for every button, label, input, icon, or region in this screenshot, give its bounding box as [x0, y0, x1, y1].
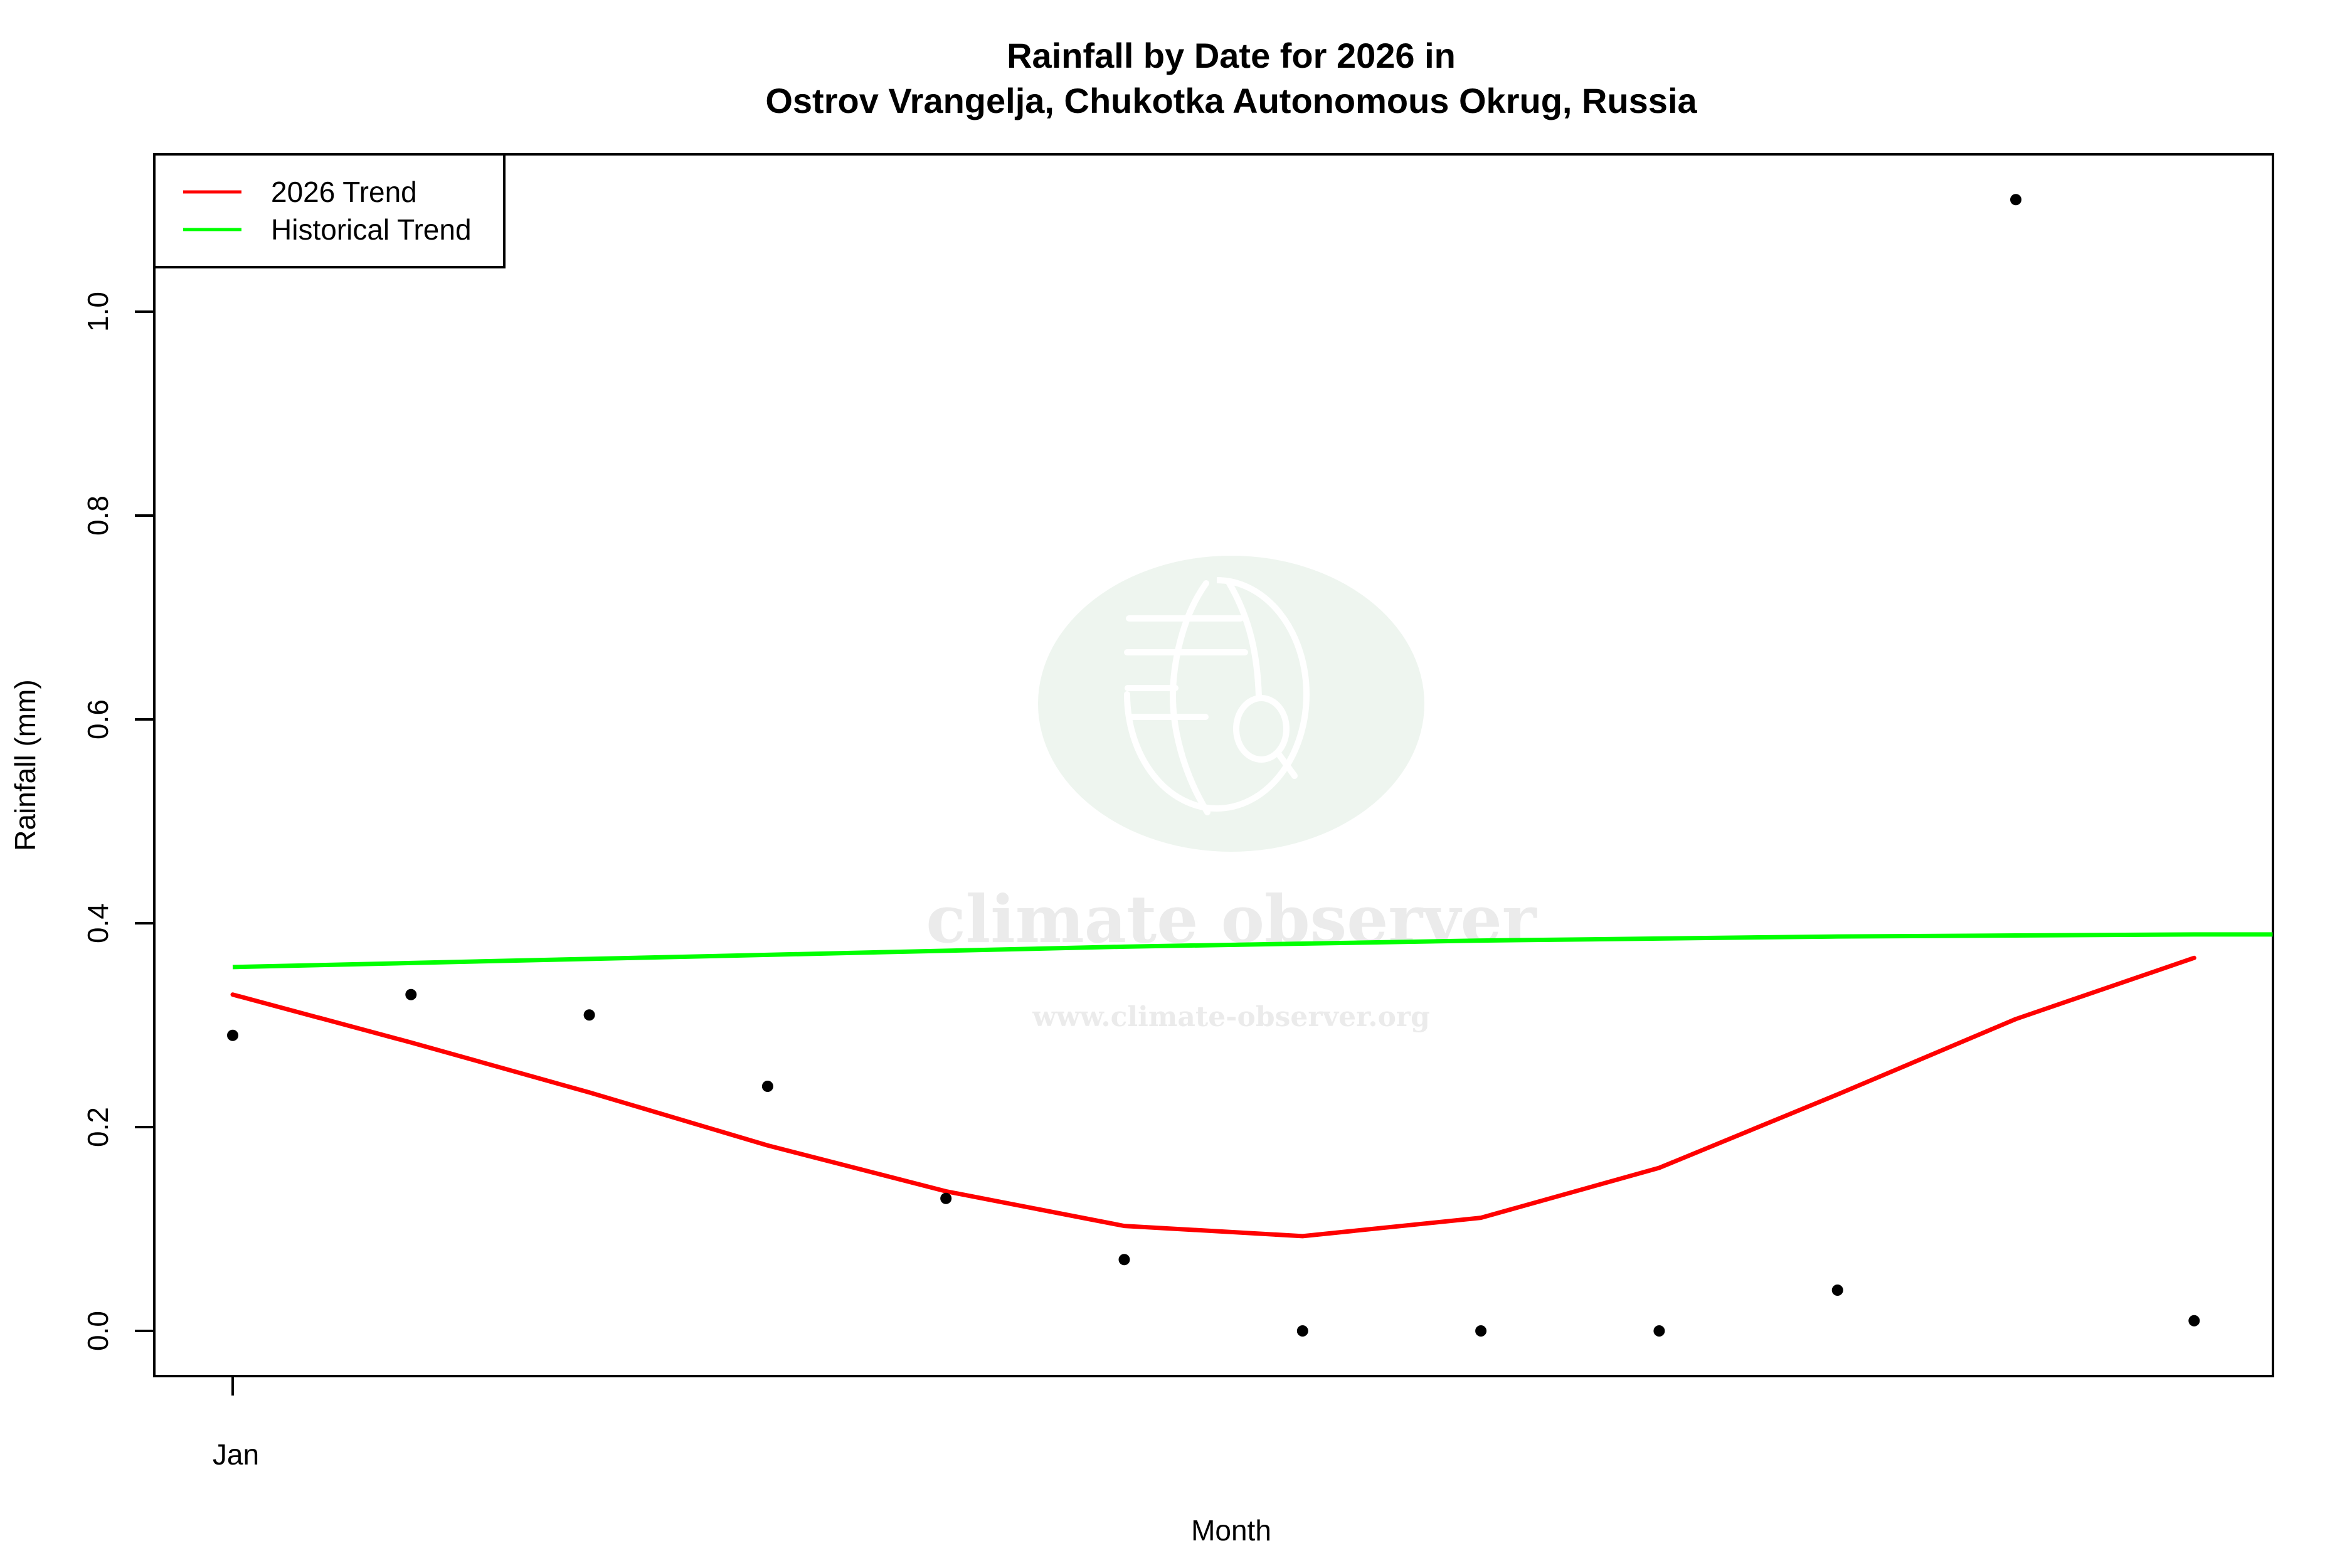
y-tick-label: 0.0: [82, 1311, 114, 1351]
legend-label-historical: Historical Trend: [271, 213, 472, 246]
data-point: [583, 1009, 595, 1021]
x-tick-label: Jan: [213, 1438, 259, 1471]
y-axis-label: Rainfall (mm): [9, 679, 41, 850]
data-point: [1831, 1285, 1843, 1296]
data-point: [940, 1192, 952, 1204]
plot-frame: [153, 153, 2274, 1377]
y-tick-label: 0.4: [82, 903, 114, 943]
chart-title-line2: Ostrov Vrangelja, Chukotka Autonomous Ok…: [765, 81, 1697, 120]
x-axis-label: Month: [1191, 1514, 1271, 1547]
watermark-circle: [1038, 556, 1424, 852]
data-point: [2010, 194, 2021, 206]
legend: 2026 Trend Historical Trend: [153, 153, 506, 268]
watermark: climate observer www.climate-observer.or…: [926, 556, 1537, 1033]
y-tick-label: 1.0: [82, 292, 114, 332]
data-point: [227, 1029, 238, 1041]
data-point: [2188, 1315, 2200, 1327]
trend-2026-line: [230, 955, 2196, 1239]
y-tick-label: 0.6: [82, 699, 114, 739]
data-point: [1296, 1325, 1308, 1337]
y-tick-label: 0.8: [82, 495, 114, 536]
data-point: [761, 1081, 773, 1092]
chart-title-line1: Rainfall by Date for 2026 in: [1007, 36, 1456, 75]
legend-box: [153, 153, 506, 268]
legend-label-2026: 2026 Trend: [271, 176, 417, 208]
observed-points: [227, 194, 2200, 1337]
y-axis: [135, 310, 154, 1332]
watermark-url: www.climate-observer.org: [1032, 1001, 1430, 1033]
y-tick-label: 0.2: [82, 1107, 114, 1147]
data-point: [1118, 1254, 1130, 1266]
data-point: [1475, 1325, 1487, 1337]
globe-search-icon: [1124, 577, 1310, 815]
historical-trend-line: [232, 932, 2273, 970]
data-point: [1653, 1325, 1665, 1337]
data-point: [405, 988, 417, 1000]
